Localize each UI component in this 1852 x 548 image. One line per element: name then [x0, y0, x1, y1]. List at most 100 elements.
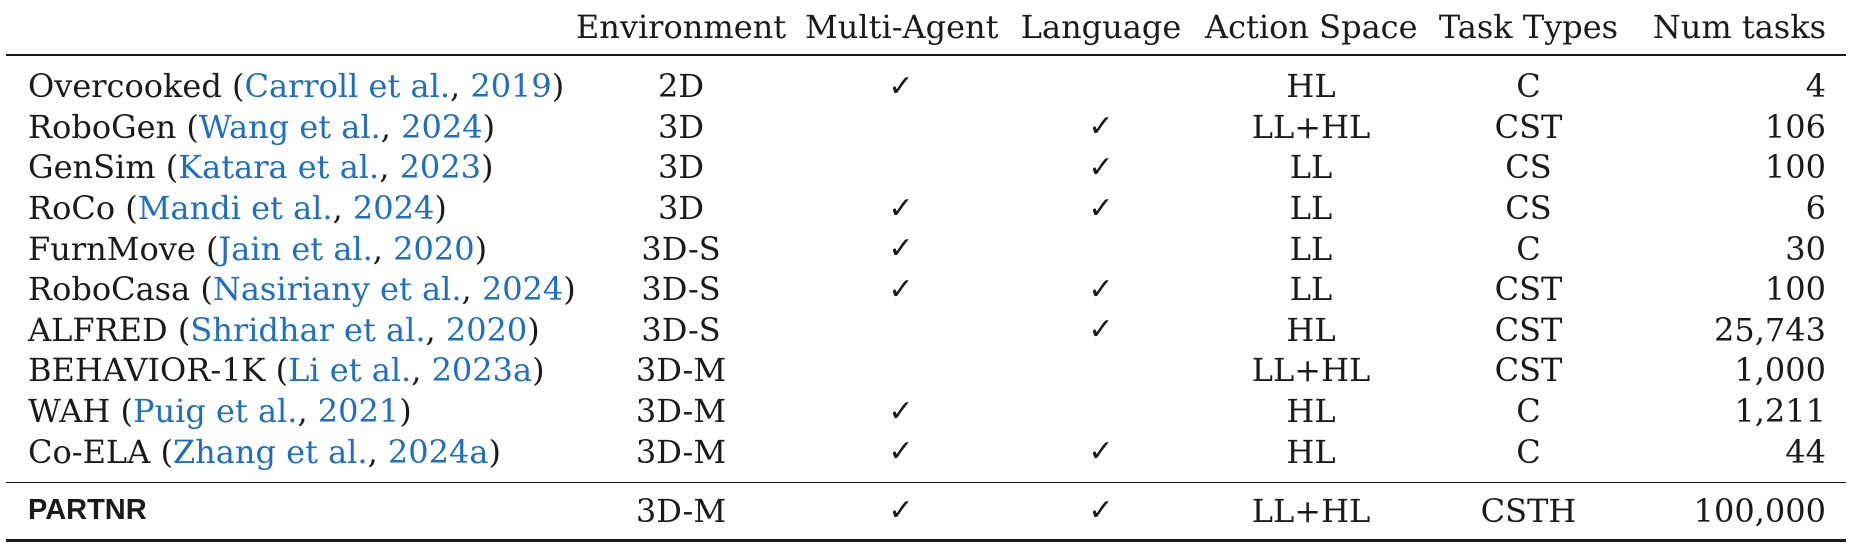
citation-authors-link[interactable]: Nasiriany et al. — [212, 270, 462, 309]
num-tasks-cell: 100,000 — [1693, 491, 1826, 530]
citation-authors-link[interactable]: Wang et al. — [198, 107, 381, 146]
benchmark-name: RoboCasa — [28, 270, 191, 309]
benchmark-name: Co-ELA — [28, 432, 151, 471]
environment-cell: 3D-M — [635, 351, 727, 390]
action-space-cell: LL — [1289, 229, 1333, 268]
action-space-cell: HL — [1286, 67, 1336, 106]
table-row: RoboCasa (Nasiriany et al., 2024) 3D-S ✓ ✓ L… — [6, 269, 1846, 310]
multi-agent-check: ✓ — [888, 231, 914, 267]
header-action-space: Action Space — [1205, 8, 1418, 46]
table-row: FurnMove (Jain et al., 2020) 3D-S ✓ LL C 30 — [6, 228, 1846, 269]
num-tasks-cell: 100 — [1764, 270, 1826, 309]
task-types-cell: C — [1516, 229, 1541, 268]
benchmark-name: WAH — [28, 392, 111, 431]
environment-cell: 3D — [657, 189, 704, 228]
citation-authors-link[interactable]: Mandi et al. — [137, 189, 333, 228]
benchmark-name-cell: RoboCasa (Nasiriany et al., 2024) — [28, 270, 576, 309]
environment-cell: 3D-M — [635, 491, 727, 530]
citation-authors-link[interactable]: Shridhar et al. — [190, 310, 426, 349]
task-types-cell: CS — [1505, 148, 1552, 187]
language-check — [1001, 55, 1201, 107]
multi-agent-check — [801, 350, 1001, 391]
citation-year-link[interactable]: 2023 — [399, 148, 481, 187]
benchmark-name-cell: RoCo (Mandi et al., 2024) — [28, 189, 447, 228]
multi-agent-check — [801, 310, 1001, 351]
multi-agent-check: ✓ — [888, 434, 914, 470]
citation-authors-link[interactable]: Li et al. — [288, 351, 412, 390]
benchmark-name: RoCo — [28, 189, 116, 228]
task-types-cell: C — [1516, 392, 1541, 431]
multi-agent-check — [801, 107, 1001, 148]
benchmark-name-cell: GenSim (Katara et al., 2023) — [28, 148, 494, 187]
language-check: ✓ — [1088, 271, 1114, 307]
table-row: GenSim (Katara et al., 2023) 3D ✓ LL CS 100 — [6, 147, 1846, 188]
language-check: ✓ — [1088, 109, 1114, 145]
benchmark-name-cell: ALFRED (Shridhar et al., 2020) — [28, 310, 540, 349]
environment-cell: 3D-S — [641, 310, 721, 349]
task-types-cell: CS — [1505, 189, 1552, 228]
citation-authors-link[interactable]: Katara et al. — [178, 148, 380, 187]
citation-year-link[interactable]: 2020 — [393, 229, 475, 268]
action-space-cell: LL+HL — [1251, 351, 1371, 390]
num-tasks-cell: 25,743 — [1714, 310, 1826, 349]
benchmark-name: Overcooked — [28, 67, 222, 106]
header-task-types: Task Types — [1438, 8, 1619, 46]
citation-year-link[interactable]: 2024 — [401, 107, 483, 146]
environment-cell: 3D — [657, 107, 704, 146]
benchmark-name: GenSim — [28, 148, 156, 187]
header-num-tasks: Num tasks — [1652, 8, 1826, 46]
multi-agent-check: ✓ — [888, 393, 914, 429]
citation-authors-link[interactable]: Carroll et al. — [244, 67, 450, 106]
benchmark-name-cell: BEHAVIOR-1K (Li et al., 2023a) — [28, 351, 545, 390]
num-tasks-cell: 44 — [1785, 432, 1826, 471]
multi-agent-check — [801, 147, 1001, 188]
benchmark-name-cell: RoboGen (Wang et al., 2024) — [28, 107, 496, 146]
table-row: Co-ELA (Zhang et al., 2024a) 3D-M ✓ ✓ HL C 44 — [6, 431, 1846, 482]
citation-authors-link[interactable]: Zhang et al. — [172, 432, 368, 471]
action-space-cell: HL — [1286, 432, 1336, 471]
benchmark-name: RoboGen — [28, 107, 177, 146]
action-space-cell: LL — [1289, 189, 1333, 228]
action-space-cell: HL — [1286, 310, 1336, 349]
num-tasks-cell: 4 — [1805, 67, 1826, 106]
benchmark-comparison-table: Environment Multi-Agent Language Action … — [6, 0, 1846, 542]
num-tasks-cell: 106 — [1764, 107, 1826, 146]
action-space-cell: LL+HL — [1251, 491, 1371, 530]
action-space-cell: HL — [1286, 392, 1336, 431]
benchmark-name: BEHAVIOR-1K — [28, 351, 266, 390]
task-types-cell: CST — [1494, 351, 1563, 390]
table-row: RoboGen (Wang et al., 2024) 3D ✓ LL+HL CST 10… — [6, 107, 1846, 148]
multi-agent-check: ✓ — [888, 190, 914, 226]
language-check: ✓ — [1088, 434, 1114, 470]
task-types-cell: CST — [1494, 107, 1563, 146]
environment-cell: 3D — [657, 148, 704, 187]
citation-authors-link[interactable]: Puig et al. — [132, 392, 298, 431]
multi-agent-check: ✓ — [888, 271, 914, 307]
citation-year-link[interactable]: 2020 — [445, 310, 528, 349]
benchmark-name: FurnMove — [28, 229, 196, 268]
language-check: ✓ — [1088, 312, 1114, 348]
table-row: ALFRED (Shridhar et al., 2020) 3D-S ✓ HL CST… — [6, 310, 1846, 351]
action-space-cell: LL — [1289, 148, 1333, 187]
task-types-cell: CSTH — [1480, 491, 1577, 530]
num-tasks-cell: 6 — [1805, 189, 1826, 228]
table-row: RoCo (Mandi et al., 2024) 3D ✓ ✓ LL CS 6 — [6, 188, 1846, 229]
environment-cell: 2D — [657, 67, 704, 106]
citation-authors-link[interactable]: Jain et al. — [218, 229, 373, 268]
header-benchmark — [6, 0, 561, 55]
header-multi-agent: Multi-Agent — [805, 8, 999, 46]
task-types-cell: C — [1516, 67, 1541, 106]
header-language: Language — [1020, 8, 1182, 46]
citation-year-link[interactable]: 2024a — [387, 432, 489, 471]
citation-year-link[interactable]: 2021 — [317, 392, 400, 431]
language-check: ✓ — [1088, 149, 1114, 185]
action-space-cell: LL+HL — [1251, 107, 1371, 146]
citation-year-link[interactable]: 2019 — [470, 67, 552, 106]
citation-year-link[interactable]: 2023a — [431, 351, 533, 390]
language-check — [1001, 228, 1201, 269]
citation-year-link[interactable]: 2024 — [352, 189, 435, 228]
benchmark-name-cell: WAH (Puig et al., 2021) — [28, 392, 412, 431]
table-ours-section: PARTNR 3D-M ✓ ✓ LL+HL CSTH 100,000 — [6, 482, 1846, 541]
language-check: ✓ — [1088, 493, 1114, 529]
citation-year-link[interactable]: 2024 — [481, 270, 564, 309]
